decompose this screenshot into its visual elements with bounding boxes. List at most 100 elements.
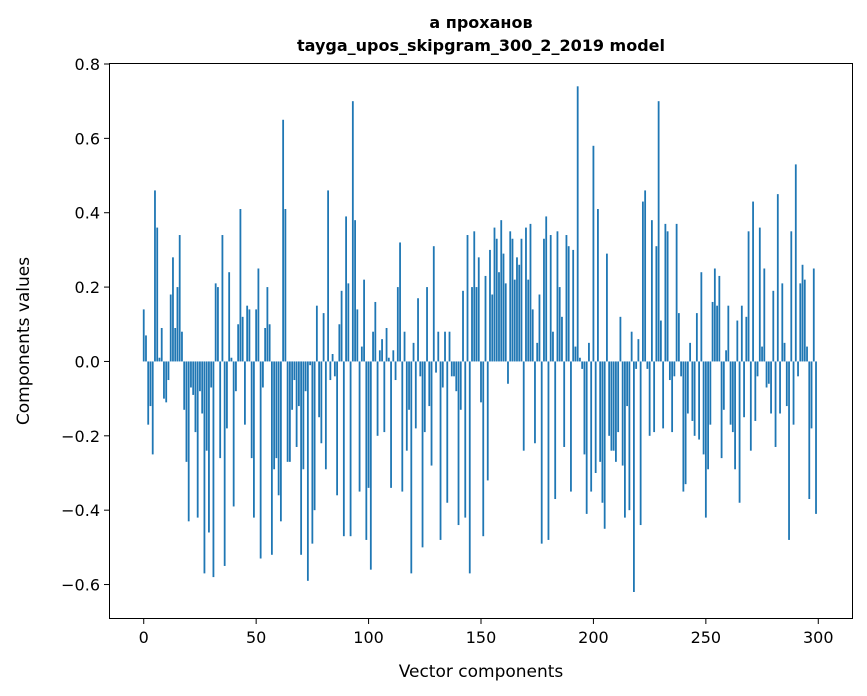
bar: [572, 249, 575, 362]
plot-frame: [109, 63, 853, 619]
bar: [288, 361, 291, 462]
bar: [169, 294, 172, 362]
bar: [277, 361, 280, 496]
bar: [282, 119, 285, 362]
bar: [547, 361, 550, 540]
bar: [767, 361, 770, 384]
bar: [531, 309, 534, 362]
bar: [534, 361, 536, 444]
bar: [484, 275, 487, 362]
bar: [664, 223, 667, 362]
bar: [749, 361, 752, 451]
bar: [491, 294, 494, 362]
bar: [318, 361, 321, 418]
bar: [360, 346, 363, 362]
bar: [538, 294, 541, 362]
bar: [306, 361, 309, 581]
bar: [187, 361, 190, 522]
bar: [646, 361, 649, 369]
bar: [772, 290, 775, 362]
bar: [275, 361, 278, 459]
bar: [210, 361, 213, 388]
y-tick-label: −0.6: [61, 576, 100, 595]
bar: [199, 361, 201, 392]
bar: [641, 201, 644, 362]
bar: [430, 361, 433, 466]
bar: [702, 361, 705, 455]
bar: [385, 327, 388, 362]
bar: [444, 331, 446, 362]
bar: [567, 246, 570, 362]
bar: [183, 361, 186, 410]
bar: [626, 361, 629, 407]
bar: [228, 272, 231, 362]
y-tick-label: −0.4: [61, 501, 100, 520]
bar: [520, 238, 523, 362]
bar: [552, 331, 554, 362]
bar: [408, 361, 410, 410]
bar: [248, 309, 251, 362]
bar: [253, 361, 255, 518]
x-tick-label: 250: [691, 628, 722, 647]
bar: [700, 272, 703, 362]
bar: [178, 235, 181, 362]
bar: [387, 357, 390, 362]
bar: [205, 361, 208, 451]
bar: [797, 361, 799, 377]
bar: [158, 357, 161, 362]
bar: [752, 201, 754, 362]
bar: [369, 361, 372, 570]
bar: [628, 361, 631, 511]
bar: [392, 350, 395, 362]
bar: [536, 342, 539, 362]
bar: [720, 361, 723, 459]
bar: [181, 331, 183, 362]
bar: [581, 361, 584, 369]
bar: [498, 272, 500, 362]
bar: [448, 331, 451, 362]
bar: [284, 209, 287, 362]
bar: [394, 361, 397, 381]
x-axis-label: Vector components: [399, 662, 564, 682]
bar: [727, 305, 730, 362]
bar: [554, 361, 557, 500]
bar: [356, 309, 359, 362]
y-axis-label: Components values: [14, 257, 34, 425]
bar: [725, 350, 727, 362]
bar: [455, 361, 458, 392]
bar: [502, 253, 505, 362]
bar: [729, 361, 732, 425]
bar: [304, 361, 307, 392]
y-axis-ticks: −0.6 −0.4 −0.2 0.0 0.2 0.4 0.6 0.8: [61, 55, 110, 595]
bar: [745, 316, 748, 362]
bar: [477, 257, 480, 362]
bar: [351, 101, 354, 362]
bar: [262, 361, 264, 388]
bar: [423, 361, 426, 433]
bar: [235, 361, 237, 392]
bar: [529, 223, 532, 362]
bar: [576, 86, 579, 362]
bar: [345, 216, 347, 362]
bar: [561, 316, 563, 362]
bar: [709, 361, 712, 425]
x-tick-label: 150: [466, 628, 497, 647]
y-tick-label: 0.6: [75, 129, 100, 148]
bar: [441, 361, 444, 388]
bar: [405, 361, 408, 451]
bar: [740, 305, 743, 362]
bar: [365, 361, 368, 540]
bar: [313, 361, 316, 511]
bar: [192, 361, 195, 395]
bar: [765, 361, 768, 388]
bar: [788, 361, 790, 540]
bar: [208, 361, 210, 533]
bar: [747, 231, 750, 362]
bar: [583, 361, 586, 455]
chart-title-line2: tayga_upos_skipgram_300_2_2019 model: [297, 36, 665, 55]
bar: [358, 361, 361, 492]
bar: [504, 283, 507, 362]
bar: [630, 331, 633, 362]
bar: [761, 346, 763, 362]
bar: [806, 346, 808, 362]
